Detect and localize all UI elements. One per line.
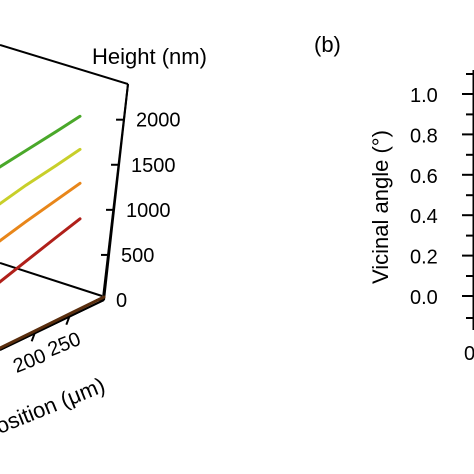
z-tick-label: 2000 — [136, 110, 181, 132]
z-tick-label: 1000 — [126, 200, 171, 222]
y-tick-label: 1.0 — [410, 85, 438, 107]
panel-b-label: (b) — [314, 32, 341, 57]
z-axis-title: Height (nm) — [92, 44, 207, 69]
z-tick-label: 1500 — [131, 155, 176, 177]
y-tick-label: 0.2 — [410, 247, 438, 269]
panel-b-x-tick-label: 0 — [464, 343, 474, 365]
x-tick-mark — [30, 332, 36, 342]
box-top-edge — [0, 44, 129, 85]
z-tick-label: 0 — [116, 290, 127, 312]
y-tick-label: 0.4 — [410, 206, 438, 228]
series-line — [0, 147, 82, 206]
series-line — [0, 295, 106, 350]
series-line — [0, 217, 82, 284]
y-tick-label: 0.0 — [410, 287, 438, 309]
x-axis-title: Position (μm) — [0, 372, 108, 444]
z-axis-ticks: 0 500 1000 1500 2000 — [96, 110, 181, 312]
x-tick-label: 250 — [45, 328, 84, 361]
z-tick-label: 500 — [121, 245, 154, 267]
x-axis-front-edge — [0, 299, 105, 351]
y-tick-label: 0.6 — [410, 166, 438, 188]
series-line — [0, 114, 82, 169]
panel-a-series — [0, 114, 106, 350]
x-tick-mark — [65, 316, 71, 326]
series-line — [0, 181, 82, 243]
x-tick-label: 200 — [10, 345, 49, 378]
panel-b-y-axis-title: Vicinal angle (°) — [368, 130, 393, 284]
panel-b-y-ticks: 0.0 0.2 0.4 0.6 0.8 1.0 — [410, 73, 474, 319]
panel-b-plot: (b) 0.0 0.2 0.4 0.6 0.8 1.0 Vicinal angle (°)… — [314, 32, 474, 365]
y-tick-label: 0.8 — [410, 125, 438, 147]
